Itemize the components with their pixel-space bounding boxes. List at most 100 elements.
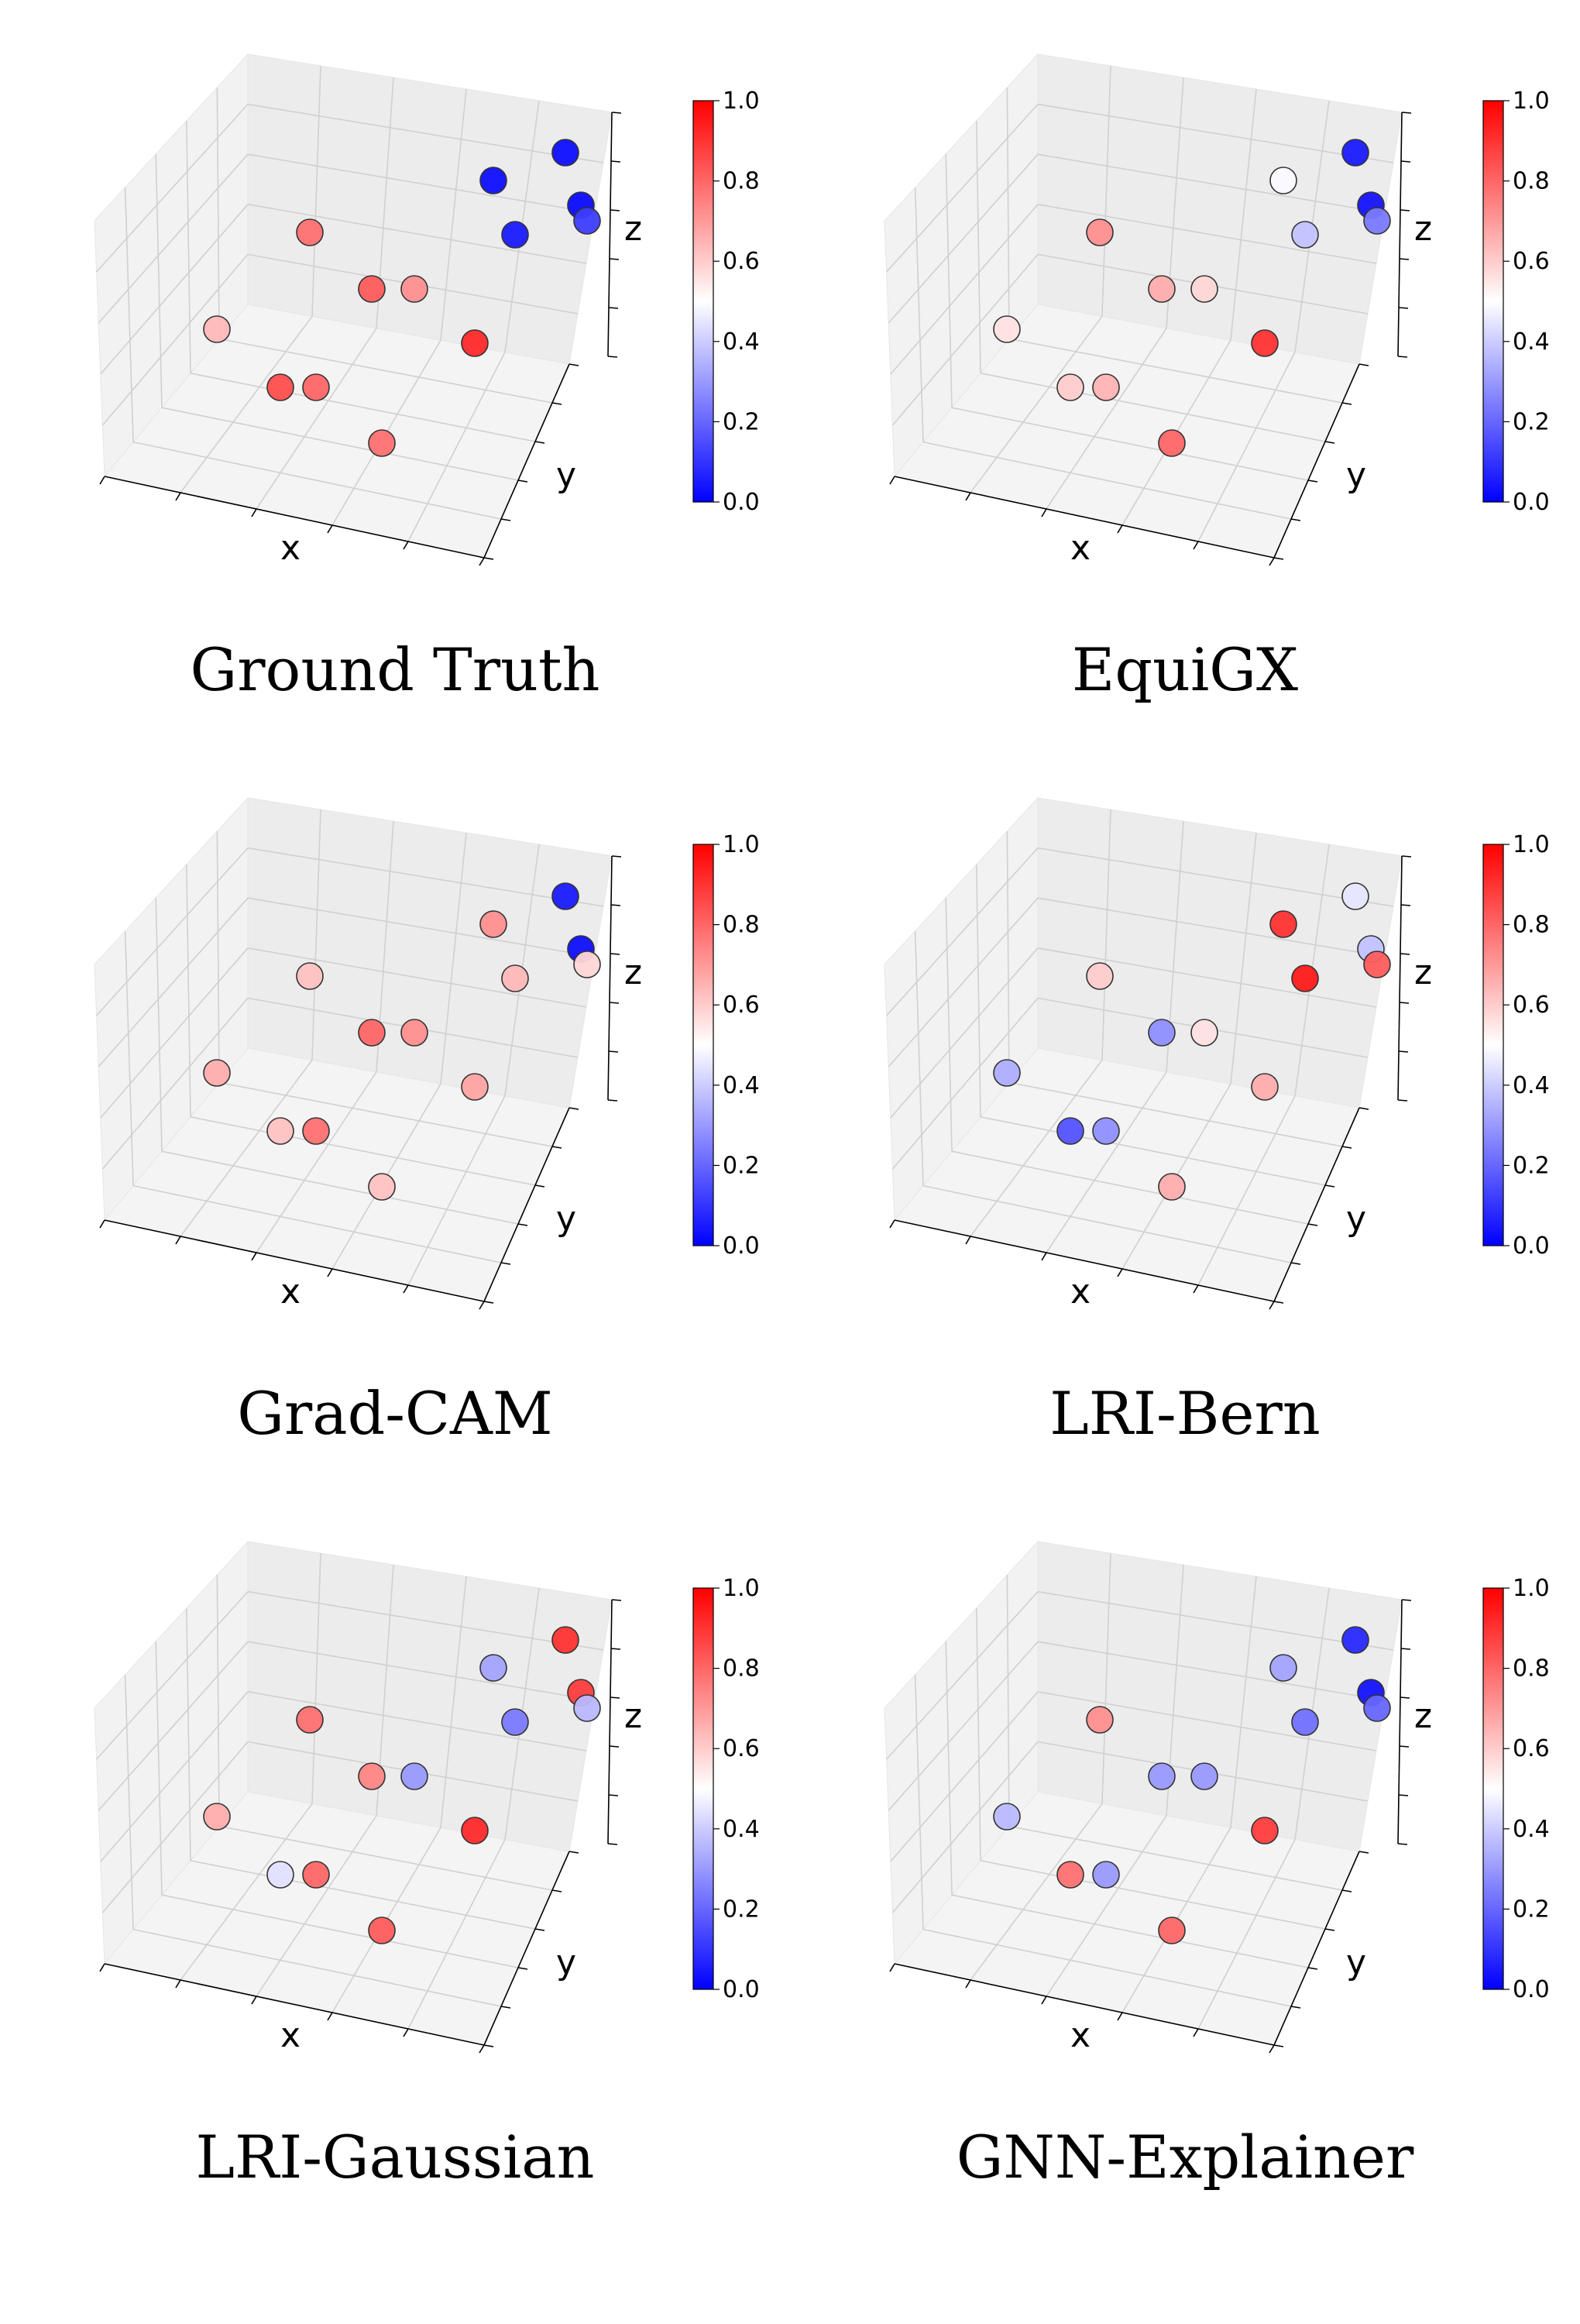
scatter-point-p1	[1086, 962, 1114, 990]
scatter-point-p10	[1291, 221, 1319, 249]
y-tick	[517, 1223, 528, 1226]
colorbar-tick-label: 0.2	[723, 1896, 760, 1923]
grid-line	[155, 897, 163, 1152]
grid-line	[980, 1116, 1326, 1186]
x-tick	[965, 1979, 971, 1989]
panel-lri-gaussian: x y z 0.0 0.2 0.4 0.6 0.8 1.0 LRI-Gaussian	[0, 1487, 790, 2247]
grid-line	[1197, 1095, 1296, 1286]
y-tick	[1307, 480, 1318, 483]
scatter-point-p9	[479, 167, 507, 194]
grid-line	[311, 65, 321, 317]
x-tick	[175, 492, 181, 501]
grid-line	[98, 1641, 249, 1811]
grid-line	[1046, 328, 1167, 510]
grid-line	[98, 153, 249, 324]
colorbar-tick-label: 0.0	[1513, 489, 1550, 516]
z-axis-line	[1397, 1599, 1403, 1844]
grid-line	[247, 1590, 604, 1651]
grid-line	[161, 407, 519, 481]
scatter-point-p7	[1092, 373, 1120, 401]
axes-panes	[94, 53, 613, 559]
grid-line	[247, 1641, 596, 1701]
y-tick	[1358, 1107, 1369, 1110]
y-axis-line	[1273, 363, 1360, 559]
grid-line	[1046, 1071, 1167, 1253]
grid-line	[180, 1059, 313, 1237]
y-axis-label: y	[556, 456, 576, 495]
scatter-point-p11	[1341, 1626, 1369, 1654]
colorbar-tick-label: 1.0	[723, 88, 760, 115]
y-tick	[483, 2044, 494, 2047]
scatter-point-p10	[501, 964, 529, 992]
grid-line	[216, 830, 220, 1083]
colorbar-tick-label: 0.2	[1513, 408, 1550, 435]
grid-line	[980, 373, 1326, 442]
x-axis-line	[104, 1219, 485, 1302]
grid-line	[891, 253, 1039, 426]
panel-title: Grad-CAM	[237, 1379, 553, 1448]
grid-line	[186, 864, 191, 1117]
colorbar-tick-label: 0.0	[723, 1976, 760, 2003]
colorbar-tick-label: 0.0	[723, 1232, 760, 1260]
colorbar-tick-label: 0.0	[1513, 1232, 1550, 1260]
x-tick	[251, 508, 257, 517]
grid-line	[886, 847, 1039, 1016]
gridlines	[886, 1552, 1394, 2030]
grid-line	[1006, 830, 1010, 1083]
grid-line	[100, 204, 249, 375]
grid-line	[951, 1150, 1309, 1225]
grid-line	[132, 441, 502, 520]
x-tick	[965, 1236, 971, 1245]
grid-line	[1230, 832, 1257, 1085]
grid-line	[218, 1825, 553, 1891]
grid-line	[311, 809, 321, 1061]
colorbar-tick-label: 0.0	[1513, 1976, 1550, 2003]
colorbar-tick-label: 0.2	[723, 1152, 760, 1179]
grid-line	[101, 1741, 249, 1913]
grid-line	[914, 1674, 924, 1930]
scatter-point-p13	[573, 207, 601, 235]
colorbar-tick-label: 0.6	[723, 248, 760, 275]
x-axis-label: x	[1070, 1272, 1091, 1312]
scatter-point-p2	[203, 1059, 231, 1087]
scatter-point-p1	[1086, 218, 1114, 246]
scatter-point-p3	[1056, 1117, 1084, 1145]
x-axis-label: x	[280, 2016, 301, 2055]
z-tick	[1400, 1648, 1411, 1650]
z-axis-label: z	[624, 953, 642, 992]
x-tick	[99, 1963, 105, 1972]
scatter-point-p2	[203, 1803, 231, 1831]
grid-line	[1101, 809, 1111, 1061]
x-axis-line	[894, 476, 1275, 559]
plot-lri-gaussian: x y z 0.0 0.2 0.4 0.6 0.8 1.0	[94, 1540, 760, 2055]
z-tick	[611, 855, 622, 858]
y-tick	[500, 2006, 511, 2009]
scatter-point-p5	[400, 275, 428, 303]
x-tick	[1117, 2012, 1123, 2021]
grid-line	[1230, 1576, 1257, 1828]
scatter-point-p7	[1092, 1861, 1120, 1889]
y-tick	[568, 363, 579, 366]
grid-line	[1037, 1641, 1386, 1701]
scatter-point-p8	[1158, 429, 1186, 457]
y-tick	[1273, 557, 1284, 560]
z-tick	[1400, 209, 1410, 211]
grid-line	[186, 120, 191, 373]
scatter-point-p6	[461, 1073, 489, 1101]
colorbar: 0.0 0.2 0.4 0.6 0.8 1.0	[692, 1575, 760, 2003]
colorbar-gradient	[692, 844, 714, 1246]
grid-line	[945, 897, 953, 1152]
plot-lri-bern: x y z 0.0 0.2 0.4 0.6 0.8 1.0	[884, 796, 1550, 1312]
z-tick	[610, 1648, 621, 1650]
grid-line	[1101, 1552, 1111, 1804]
scatter-point-p1	[296, 218, 324, 246]
grid-line	[96, 847, 249, 1016]
scatter-point-p11	[551, 1626, 579, 1654]
scatter-point-p9	[1269, 167, 1297, 194]
x-tick	[479, 2044, 485, 2054]
grid-line	[1037, 103, 1394, 163]
y-tick	[534, 441, 545, 444]
y-tick	[1290, 2006, 1301, 2009]
grid-line	[1008, 1081, 1343, 1147]
z-tick	[610, 160, 621, 163]
